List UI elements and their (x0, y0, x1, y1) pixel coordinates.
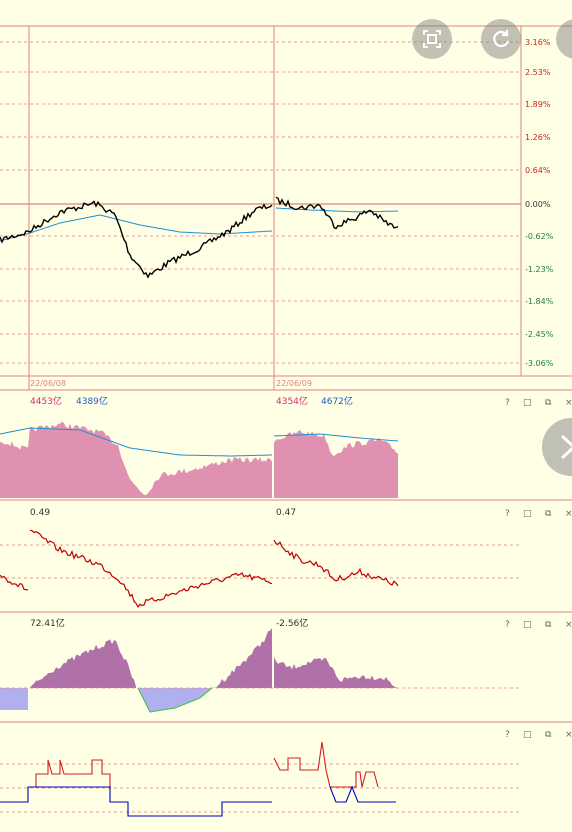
volume-panel-control-3[interactable]: × (565, 398, 572, 408)
price-axis-label: -2.45% (525, 330, 554, 339)
refresh-button[interactable] (481, 19, 521, 59)
price-axis-label: -1.84% (525, 297, 554, 306)
date-label: 22/06/08 (30, 379, 66, 388)
close-button[interactable] (542, 418, 572, 476)
ratio-value: 0.47 (276, 508, 296, 518)
flow-panel-control-3[interactable]: × (565, 620, 572, 630)
flow-negative-area (138, 688, 212, 712)
date-label: 22/06/09 (276, 379, 312, 388)
ratio-value: 0.49 (30, 508, 50, 518)
price-line (275, 196, 399, 230)
indicator-panel-control-3[interactable]: × (565, 730, 572, 740)
flow-panel-control-0[interactable]: ? (505, 620, 510, 630)
indicator-panel-control-0[interactable]: ? (505, 730, 510, 740)
close-icon (560, 434, 572, 460)
volume-panel-control-2[interactable]: ⧉ (545, 398, 552, 408)
volume-value: 4389亿 (76, 395, 108, 407)
price-axis-label: -3.06% (525, 359, 554, 368)
volume-area (0, 421, 272, 498)
volume-average-line (0, 427, 272, 457)
price-axis-label: -1.23% (525, 265, 554, 274)
price-axis-label: 0.00% (525, 200, 551, 209)
flow-positive-area (274, 657, 398, 689)
indicator-panel-control-1[interactable]: □ (523, 730, 532, 740)
ratio-panel-control-0[interactable]: ? (505, 509, 510, 519)
indicator-blue-line (0, 786, 272, 817)
ratio-line (29, 529, 273, 609)
flow-panel-control-1[interactable]: □ (523, 620, 532, 630)
volume-value: 4453亿 (30, 395, 62, 407)
price-axis-label: 1.26% (525, 133, 551, 142)
ratio-panel-control-2[interactable]: ⧉ (545, 509, 552, 519)
refresh-icon (493, 30, 510, 48)
indicator-blue-line (329, 785, 396, 803)
flow-value: -2.56亿 (276, 617, 308, 629)
ratio-panel-control-1[interactable]: □ (523, 509, 532, 519)
volume-panel-control-0[interactable]: ? (505, 398, 510, 408)
price-line (0, 200, 273, 279)
price-axis-label: 2.53% (525, 68, 551, 77)
more-button[interactable] (556, 19, 572, 59)
price-axis-label: -0.62% (525, 232, 554, 241)
ratio-panel-control-3[interactable]: × (565, 509, 572, 519)
price-axis-label: 3.16% (525, 38, 551, 47)
flow-negative-edge (137, 687, 213, 713)
fullscreen-button[interactable] (412, 19, 452, 59)
flow-positive-area (214, 628, 272, 688)
ratio-line (273, 539, 399, 587)
volume-panel-control-1[interactable]: □ (523, 398, 532, 408)
price-axis-label: 1.89% (525, 100, 551, 109)
flow-positive-area (30, 639, 136, 688)
indicator-panel-control-2[interactable]: ⧉ (545, 730, 552, 740)
indicator-red-line (35, 759, 111, 787)
flow-panel-control-2[interactable]: ⧉ (545, 620, 552, 630)
price-axis-label: 0.64% (525, 166, 551, 175)
volume-average-line (273, 433, 399, 442)
volume-value: 4354亿 (276, 395, 308, 407)
average-price-line (0, 214, 273, 242)
volume-area (274, 430, 398, 498)
indicator-red-line (273, 741, 379, 788)
ratio-line (0, 574, 29, 591)
fullscreen-icon (423, 30, 441, 48)
flow-negative-area (0, 688, 28, 710)
flow-value: 72.41亿 (30, 617, 65, 629)
volume-value: 4672亿 (321, 395, 353, 407)
